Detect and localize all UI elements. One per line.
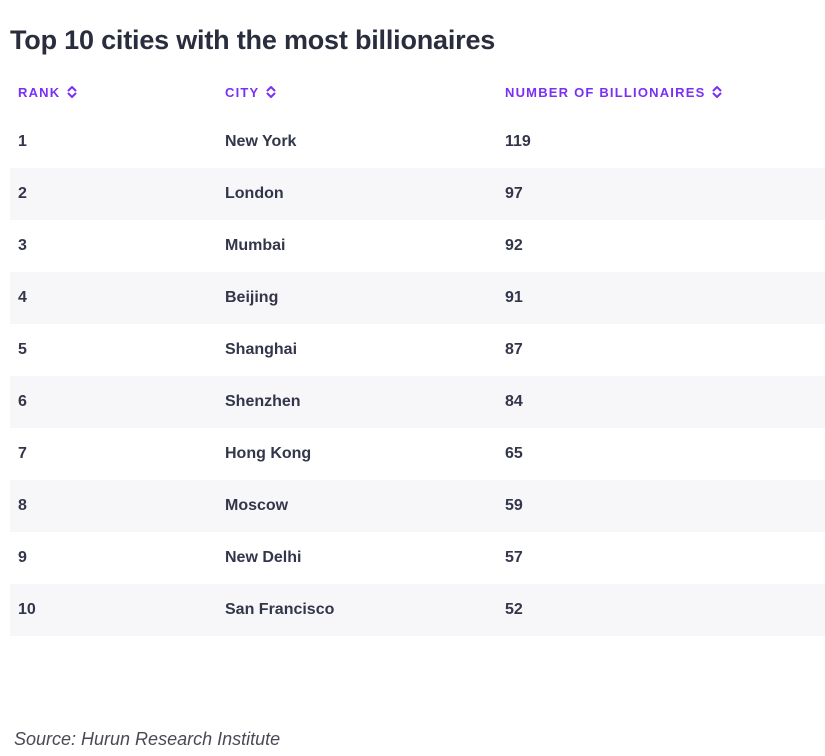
table-row: 1 New York 119 bbox=[10, 116, 825, 168]
table-row: 3 Mumbai 92 bbox=[10, 220, 825, 272]
city-cell: New York bbox=[225, 133, 297, 150]
billionaires-cell: 92 bbox=[505, 237, 523, 254]
sort-up-down-icon[interactable] bbox=[266, 85, 276, 99]
city-cell: Shanghai bbox=[225, 341, 298, 358]
source-note: Source: Hurun Research Institute bbox=[14, 729, 281, 749]
billionaires-cell: 91 bbox=[505, 289, 523, 306]
table-row: 10 San Francisco 52 bbox=[10, 584, 825, 636]
sort-up-down-icon[interactable] bbox=[712, 85, 722, 99]
city-cell: San Francisco bbox=[225, 601, 335, 618]
table-row: 9 New Delhi 57 bbox=[10, 532, 825, 584]
sort-number-header[interactable]: NUMBER OF BILLIONAIRES bbox=[505, 83, 722, 101]
rank-cell: 3 bbox=[18, 237, 27, 254]
chart-title: Top 10 cities with the most billionaires bbox=[10, 25, 496, 55]
rank-cell: 1 bbox=[18, 133, 27, 150]
table-row: 5 Shanghai 87 bbox=[10, 324, 825, 376]
billionaires-table: RANK CITY NUMBER OF BILLIONAIRES 1 New Y… bbox=[10, 66, 825, 636]
sort-up-down-icon[interactable] bbox=[67, 85, 77, 99]
sort-rank-header[interactable]: RANK bbox=[18, 83, 77, 101]
table-row: 2 London 97 bbox=[10, 168, 825, 220]
city-cell: London bbox=[225, 185, 284, 202]
billionaires-cell: 57 bbox=[505, 549, 523, 566]
sort-city-header[interactable]: CITY bbox=[225, 83, 276, 101]
number-column-label: NUMBER OF BILLIONAIRES bbox=[505, 84, 706, 100]
rank-column-label: RANK bbox=[18, 84, 61, 100]
billionaires-cell: 119 bbox=[505, 133, 531, 150]
rank-cell: 9 bbox=[18, 549, 27, 566]
billionaires-cell: 59 bbox=[505, 497, 523, 514]
rank-cell: 6 bbox=[18, 393, 27, 410]
city-column-label: CITY bbox=[225, 84, 260, 100]
city-cell: Mumbai bbox=[225, 237, 286, 254]
table-header: RANK CITY NUMBER OF BILLIONAIRES bbox=[10, 66, 825, 116]
rank-cell: 4 bbox=[18, 289, 27, 306]
billionaires-cell: 97 bbox=[505, 185, 523, 202]
billionaires-cell: 84 bbox=[505, 393, 523, 410]
table-row: 7 Hong Kong 65 bbox=[10, 428, 825, 480]
rank-cell: 2 bbox=[18, 185, 27, 202]
table-row: 6 Shenzhen 84 bbox=[10, 376, 825, 428]
rank-cell: 8 bbox=[18, 497, 27, 514]
city-cell: Moscow bbox=[225, 497, 289, 514]
rank-cell: 7 bbox=[18, 445, 27, 462]
city-cell: Beijing bbox=[225, 289, 279, 306]
billionaires-cell: 87 bbox=[505, 341, 523, 358]
city-cell: Shenzhen bbox=[225, 393, 301, 410]
table-row: 4 Beijing 91 bbox=[10, 272, 825, 324]
rank-cell: 5 bbox=[18, 341, 27, 358]
billionaires-cell: 65 bbox=[505, 445, 523, 462]
city-cell: Hong Kong bbox=[225, 445, 312, 462]
billionaires-cell: 52 bbox=[505, 601, 523, 618]
table-row: 8 Moscow 59 bbox=[10, 480, 825, 532]
rank-cell: 10 bbox=[18, 601, 36, 618]
city-cell: New Delhi bbox=[225, 549, 302, 566]
